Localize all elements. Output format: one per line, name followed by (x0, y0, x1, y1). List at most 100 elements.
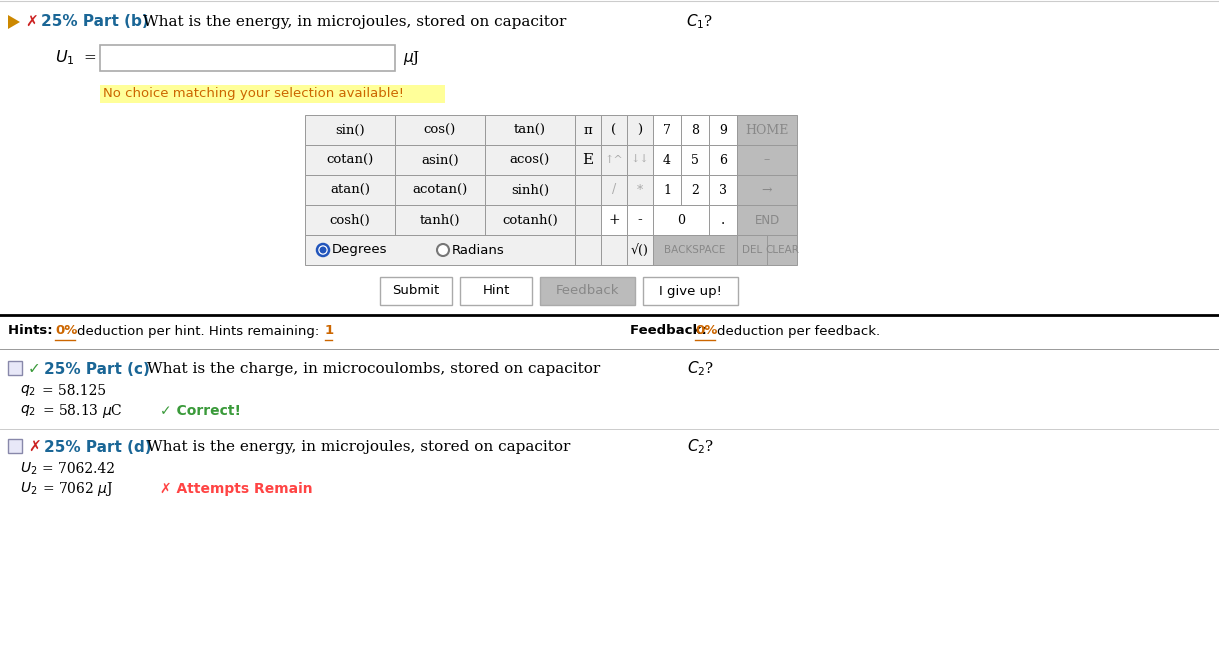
Text: =: = (83, 51, 96, 65)
Text: +: + (608, 213, 619, 227)
FancyBboxPatch shape (601, 115, 627, 145)
FancyBboxPatch shape (575, 235, 601, 265)
FancyBboxPatch shape (485, 115, 575, 145)
Circle shape (436, 244, 449, 256)
FancyBboxPatch shape (767, 235, 797, 265)
FancyBboxPatch shape (305, 145, 395, 175)
Text: cotanh(): cotanh() (502, 214, 558, 227)
Text: ?: ? (705, 362, 713, 376)
FancyBboxPatch shape (575, 205, 601, 235)
Text: 25% Part (c): 25% Part (c) (44, 362, 150, 377)
Text: π: π (584, 124, 592, 136)
Text: $U_2$: $U_2$ (20, 461, 38, 477)
Text: Hint: Hint (483, 284, 510, 297)
FancyBboxPatch shape (460, 277, 531, 305)
Text: 8: 8 (691, 124, 698, 136)
FancyBboxPatch shape (737, 205, 797, 235)
Text: ✓ Correct!: ✓ Correct! (160, 404, 241, 418)
Text: = 7062 $\mu$J: = 7062 $\mu$J (41, 480, 113, 498)
Text: ✗ Attempts Remain: ✗ Attempts Remain (160, 482, 312, 496)
FancyBboxPatch shape (653, 145, 681, 175)
Circle shape (319, 246, 327, 253)
Text: 0%: 0% (695, 324, 717, 337)
Text: ↓↓: ↓↓ (630, 155, 650, 165)
Text: 4: 4 (663, 153, 670, 166)
Text: 0%: 0% (55, 324, 77, 337)
Text: Feedback: Feedback (556, 284, 619, 297)
Text: $q_2$: $q_2$ (20, 383, 37, 398)
Text: ✓: ✓ (28, 362, 40, 377)
Text: cosh(): cosh() (329, 214, 371, 227)
Text: No choice matching your selection available!: No choice matching your selection availa… (102, 88, 403, 100)
FancyBboxPatch shape (737, 235, 767, 265)
Text: ✗: ✗ (26, 14, 38, 29)
FancyBboxPatch shape (709, 205, 737, 235)
Text: .: . (720, 213, 725, 227)
Text: -: - (638, 213, 642, 227)
FancyBboxPatch shape (601, 175, 627, 205)
FancyBboxPatch shape (395, 145, 485, 175)
Circle shape (317, 244, 329, 256)
FancyBboxPatch shape (627, 115, 653, 145)
FancyBboxPatch shape (681, 145, 709, 175)
FancyBboxPatch shape (540, 277, 635, 305)
Text: 3: 3 (719, 183, 727, 196)
Text: atan(): atan() (330, 183, 371, 196)
Text: 25% Part (d): 25% Part (d) (44, 440, 151, 455)
Text: asin(): asin() (422, 153, 458, 166)
Text: 9: 9 (719, 124, 727, 136)
FancyBboxPatch shape (395, 205, 485, 235)
Text: Radians: Radians (452, 244, 505, 257)
Text: ?: ? (705, 440, 713, 454)
FancyBboxPatch shape (681, 175, 709, 205)
Text: = 58.125: = 58.125 (41, 384, 106, 398)
Text: ): ) (638, 124, 642, 136)
Text: sin(): sin() (335, 124, 364, 136)
Text: cos(): cos() (424, 124, 456, 136)
FancyBboxPatch shape (485, 205, 575, 235)
FancyBboxPatch shape (601, 235, 627, 265)
FancyBboxPatch shape (653, 115, 681, 145)
Text: = 7062.42: = 7062.42 (41, 462, 115, 476)
FancyBboxPatch shape (653, 205, 709, 235)
FancyBboxPatch shape (737, 115, 797, 145)
Text: $C_1$: $C_1$ (686, 12, 705, 31)
FancyBboxPatch shape (395, 175, 485, 205)
FancyBboxPatch shape (653, 175, 681, 205)
FancyBboxPatch shape (575, 145, 601, 175)
FancyBboxPatch shape (485, 175, 575, 205)
FancyBboxPatch shape (627, 175, 653, 205)
FancyBboxPatch shape (601, 145, 627, 175)
Text: $\mu$J: $\mu$J (403, 49, 421, 67)
FancyBboxPatch shape (100, 45, 395, 71)
FancyBboxPatch shape (627, 145, 653, 175)
FancyBboxPatch shape (737, 175, 797, 205)
Text: What is the energy, in microjoules, stored on capacitor: What is the energy, in microjoules, stor… (147, 440, 575, 454)
Text: Degrees: Degrees (332, 244, 388, 257)
Text: $C_2$: $C_2$ (688, 438, 706, 457)
FancyBboxPatch shape (305, 115, 395, 145)
Text: 0: 0 (677, 214, 685, 227)
Text: acos(): acos() (510, 153, 550, 166)
Text: Feedback:: Feedback: (630, 324, 712, 337)
Text: = 58.13 $\mu$C: = 58.13 $\mu$C (41, 402, 123, 420)
FancyBboxPatch shape (9, 361, 22, 375)
Text: –: – (764, 153, 770, 166)
Text: 7: 7 (663, 124, 670, 136)
Text: DEL: DEL (742, 245, 762, 255)
Text: tanh(): tanh() (419, 214, 461, 227)
Text: Hints:: Hints: (9, 324, 57, 337)
Text: ↑^: ↑^ (605, 155, 623, 165)
Text: BACKSPACE: BACKSPACE (664, 245, 725, 255)
FancyBboxPatch shape (709, 115, 737, 145)
Text: tan(): tan() (514, 124, 546, 136)
FancyBboxPatch shape (709, 175, 737, 205)
FancyBboxPatch shape (737, 145, 797, 175)
Text: I give up!: I give up! (659, 284, 722, 297)
Text: 6: 6 (719, 153, 727, 166)
FancyBboxPatch shape (380, 277, 452, 305)
Text: $U_2$: $U_2$ (20, 481, 38, 497)
FancyBboxPatch shape (100, 85, 445, 103)
Text: END: END (755, 214, 780, 227)
Text: $C_2$: $C_2$ (688, 360, 706, 379)
